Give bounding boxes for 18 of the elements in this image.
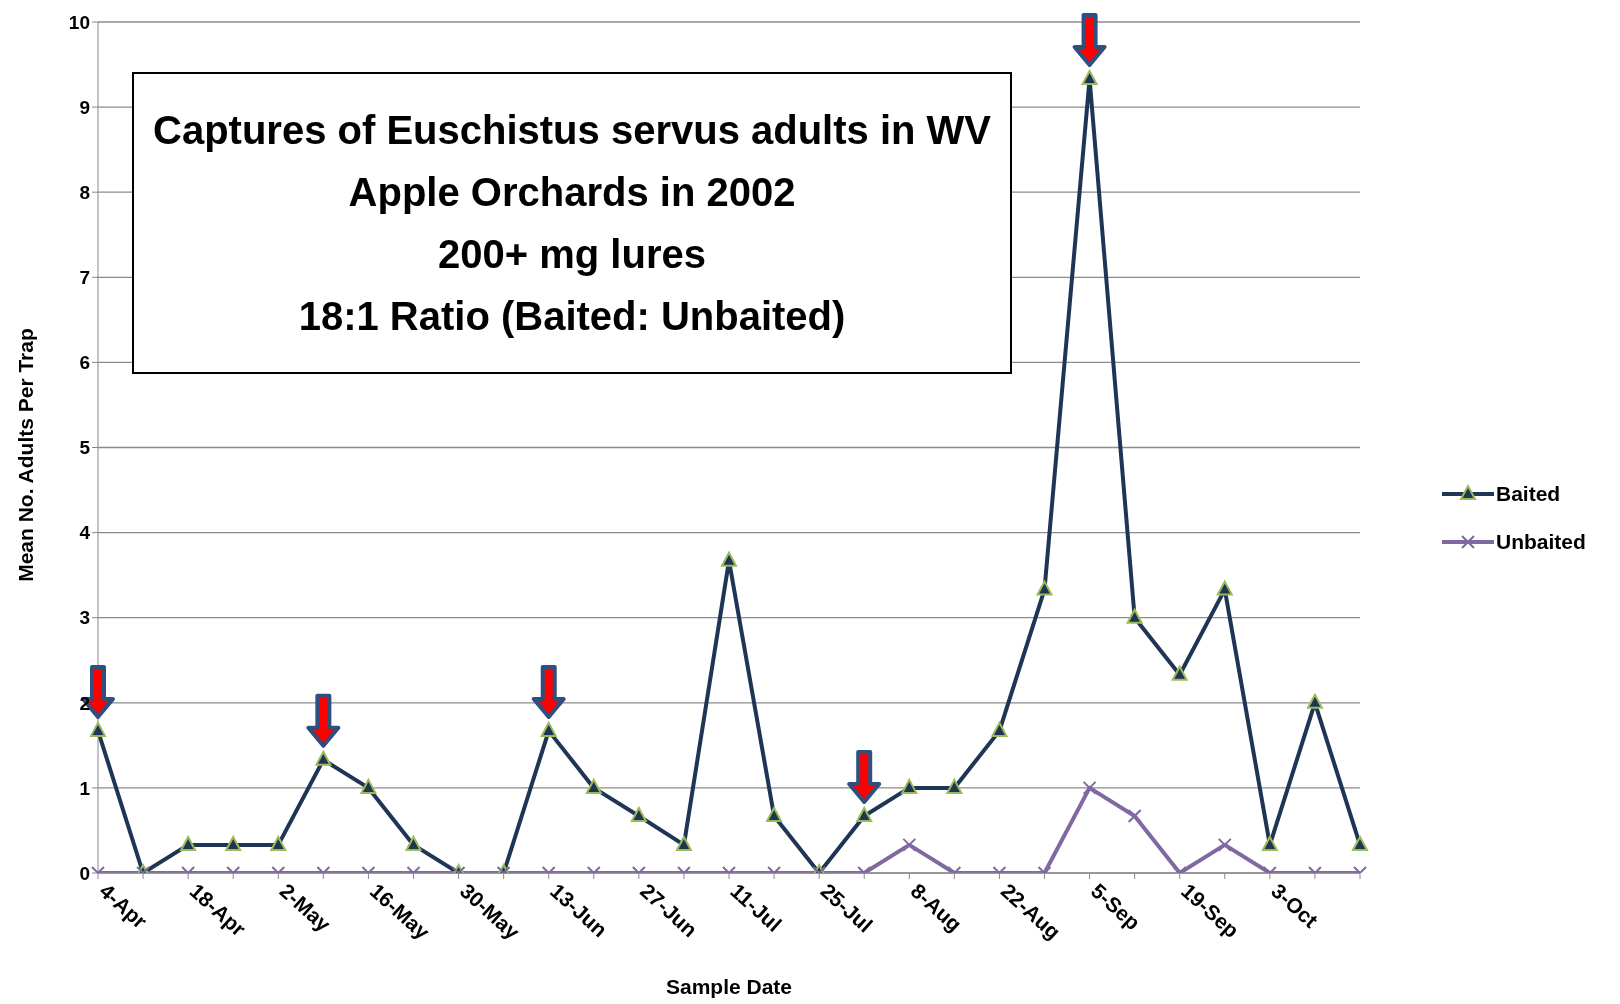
y-tick-label: 0 xyxy=(79,862,90,884)
legend-label: Baited xyxy=(1496,482,1561,506)
y-axis-title: Mean No. Adults Per Trap xyxy=(14,328,38,582)
y-tick-label: 7 xyxy=(79,267,90,289)
y-tick-label: 6 xyxy=(79,352,90,374)
annotation: 18:1 Ratio (Baited: Unbaited) xyxy=(298,293,846,340)
y-tick-label: 2 xyxy=(79,692,90,714)
annotation: 200+ mg lures xyxy=(438,231,706,278)
x-axis-title: Sample Date xyxy=(665,975,793,998)
y-tick-label: 10 xyxy=(68,11,90,33)
y-tick-label: 4 xyxy=(79,522,91,544)
y-tick-label: 9 xyxy=(79,96,90,118)
y-tick-label: 5 xyxy=(79,437,91,459)
y-tick-label: 1 xyxy=(79,777,91,799)
y-tick-label: 3 xyxy=(79,607,90,629)
y-tick-label: 8 xyxy=(79,181,90,203)
legend-label: Unbaited xyxy=(1496,530,1586,554)
text: Captures of Euschistus servus adults in WV Apple Orchards in 2002 xyxy=(152,107,992,216)
